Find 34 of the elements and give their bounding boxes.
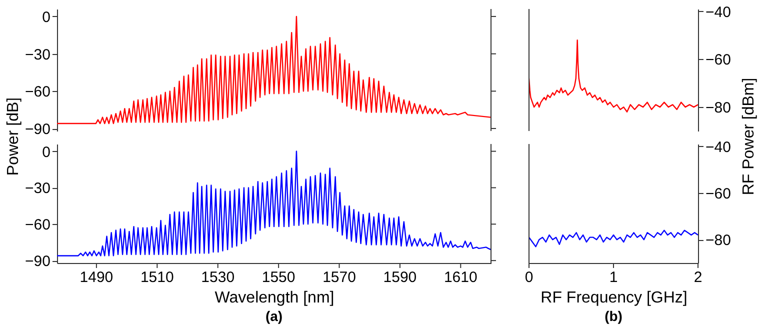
y2-axis-title: RF Power [dBm] xyxy=(740,78,758,196)
y-tick-label: −90 xyxy=(25,121,50,138)
y2-tick-label: −40 xyxy=(706,4,731,21)
y-tick-label: −30 xyxy=(25,46,50,64)
y-axis-title: Power [dB] xyxy=(5,97,22,176)
y2-tick-label: −80 xyxy=(706,232,731,250)
y2-tick-label: −80 xyxy=(706,100,731,117)
x-tick-label: 1590 xyxy=(383,269,417,286)
y-tick-label: −60 xyxy=(25,84,50,101)
line-series xyxy=(57,16,491,124)
y2-tick-label: −40 xyxy=(706,138,731,156)
x-tick-label: 2 xyxy=(694,269,702,286)
text: (a) xyxy=(265,308,283,324)
line-series xyxy=(529,230,698,248)
y-tick-label: −30 xyxy=(25,180,50,198)
y-tick-label: −90 xyxy=(25,253,50,270)
x-tick-label: 1570 xyxy=(322,269,356,286)
y2-tick-label: −60 xyxy=(706,52,731,69)
x-tick-label: 1490 xyxy=(80,269,114,286)
x-axis-title: Wavelength [nm] xyxy=(214,290,334,306)
x-axis-title: RF Frequency [GHz] xyxy=(540,290,688,306)
y-tick-label: −60 xyxy=(25,216,50,234)
y2-tick-label: −60 xyxy=(706,186,731,202)
x-tick-label: 1510 xyxy=(140,269,174,286)
y-tick-label: 0 xyxy=(42,144,50,161)
x-tick-label: 1530 xyxy=(201,269,235,286)
x-tick-label: 1550 xyxy=(262,269,296,286)
y-tick-label: 0 xyxy=(42,8,50,26)
x-tick-label: 0 xyxy=(524,269,534,286)
line-series xyxy=(529,40,698,112)
x-tick-label: 1610 xyxy=(444,269,478,286)
line-series xyxy=(57,150,491,256)
text: (b) xyxy=(604,308,622,324)
x-tick-label: 1 xyxy=(609,269,618,286)
